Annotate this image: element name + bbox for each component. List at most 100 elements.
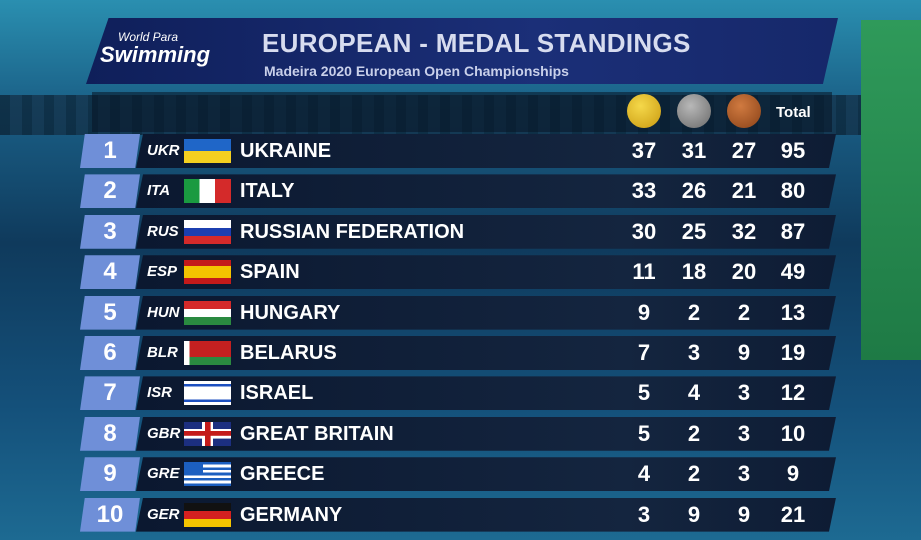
- silver-count: 9: [687, 501, 701, 527]
- gold-count: 9: [637, 299, 651, 325]
- total-header: Total: [776, 104, 811, 121]
- bronze-count: 3: [737, 380, 751, 406]
- total-count: 95: [780, 138, 806, 163]
- country-code: GRE: [147, 465, 180, 483]
- row-bar: [136, 457, 836, 492]
- total-count: 21: [780, 501, 806, 527]
- silver-count: 2: [687, 299, 701, 325]
- flag-icon: [184, 341, 231, 365]
- flag-icon: [184, 381, 231, 406]
- table-row: 9 GRE GREECE 4 2 3 9: [80, 457, 838, 492]
- total-count: 9: [786, 461, 800, 487]
- gold-count: 33: [631, 178, 657, 204]
- bronze-count: 9: [737, 340, 751, 365]
- table-row: 10 GER GERMANY 3 9 9 21: [80, 497, 838, 532]
- gold-count: 37: [631, 138, 657, 163]
- subtitle: Madeira 2020 European Open Championships: [264, 63, 569, 79]
- bronze-count: 21: [731, 178, 757, 204]
- silver-count: 31: [681, 138, 707, 163]
- country-name: GERMANY: [240, 503, 343, 526]
- rank-badge: 7: [80, 376, 140, 411]
- column-header-panel: [92, 92, 832, 132]
- bronze-count: 9: [737, 501, 751, 527]
- country-name: RUSSIAN FEDERATION: [240, 220, 465, 243]
- gold-count: 3: [637, 501, 651, 527]
- gold-count: 4: [637, 461, 651, 487]
- country-code: GBR: [147, 424, 181, 442]
- row-bar: [136, 214, 836, 249]
- country-name: UKRAINE: [240, 140, 332, 162]
- row-bar: [136, 336, 836, 370]
- country-code: ISR: [147, 384, 173, 402]
- flag-icon: [184, 219, 231, 244]
- rank-badge: 5: [80, 295, 140, 330]
- flag-icon: [184, 300, 231, 325]
- silver-count: 2: [687, 461, 701, 487]
- gold-count: 30: [631, 218, 657, 244]
- country-code: HUN: [147, 303, 180, 321]
- bronze-count: 32: [731, 218, 757, 244]
- total-count: 19: [780, 340, 806, 365]
- rank-badge: 9: [80, 457, 140, 492]
- row-bar: [136, 174, 836, 209]
- bronze-count: 20: [731, 259, 757, 285]
- row-bar: [136, 376, 836, 411]
- table-row: 7 ISR ISRAEL 5 4 3 12: [80, 376, 838, 411]
- country-name: BELARUS: [240, 342, 337, 364]
- country-name: ITALY: [240, 180, 295, 203]
- flag-icon: [184, 462, 231, 487]
- world-para-swimming-logo: World Para Swimming: [100, 30, 210, 68]
- country-code: GER: [147, 505, 180, 523]
- row-bar: [136, 416, 836, 451]
- silver-count: 2: [687, 420, 701, 446]
- table-row: 8 GBR GREAT BRITAIN 5 2 3 10: [80, 416, 838, 451]
- bronze-count: 3: [737, 461, 751, 487]
- rank-badge: 2: [80, 174, 140, 209]
- country-code: RUS: [147, 222, 179, 240]
- gold-count: 11: [632, 259, 656, 285]
- silver-count: 4: [687, 380, 701, 406]
- table-row: 2 ITA ITALY 33 26 21 80: [80, 174, 838, 209]
- bronze-count: 3: [737, 420, 751, 446]
- row-bar: [136, 134, 836, 168]
- rank-badge: 4: [80, 255, 140, 290]
- country-code: BLR: [147, 344, 178, 361]
- flag-icon: [184, 179, 231, 204]
- country-code: UKR: [147, 142, 180, 159]
- logo-line2: Swimming: [100, 42, 211, 67]
- total-count: 10: [780, 420, 806, 446]
- rank-badge: 10: [80, 497, 140, 532]
- rank-badge: 6: [80, 336, 140, 370]
- total-count: 13: [780, 299, 806, 325]
- flag-icon: [184, 260, 231, 285]
- silver-count: 25: [681, 218, 707, 244]
- header-banner: [86, 18, 838, 84]
- country-name: GREECE: [240, 463, 325, 486]
- silver-medal-icon: [677, 94, 711, 128]
- flag-icon: [184, 421, 231, 446]
- flag-icon: [184, 139, 231, 163]
- flag-icon: [184, 502, 231, 527]
- country-name: HUNGARY: [240, 301, 341, 324]
- table-row: 1 UKR UKRAINE 37 31 27 95: [80, 134, 838, 168]
- table-row: 5 HUN HUNGARY 9 2 2 13: [80, 295, 838, 330]
- row-bar: [136, 255, 836, 290]
- bronze-count: 2: [737, 299, 751, 325]
- gold-count: 5: [637, 420, 651, 446]
- logo-line1: World Para: [118, 30, 179, 44]
- country-name: ISRAEL: [240, 382, 314, 405]
- bronze-count: 27: [731, 138, 757, 163]
- total-count: 80: [780, 178, 806, 204]
- country-code: ESP: [147, 263, 178, 281]
- table-row: 6 BLR BELARUS 7 3 9 19: [80, 336, 838, 370]
- country-code: ITA: [147, 182, 171, 200]
- row-bar: [136, 497, 836, 532]
- gold-count: 5: [637, 380, 651, 406]
- total-count: 49: [780, 259, 806, 285]
- gold-count: 7: [637, 340, 651, 365]
- country-name: SPAIN: [240, 261, 300, 284]
- rank-badge: 8: [80, 416, 140, 451]
- page-title: EUROPEAN - MEDAL STANDINGS: [262, 28, 691, 58]
- row-bar: [136, 295, 836, 330]
- total-count: 87: [780, 218, 806, 244]
